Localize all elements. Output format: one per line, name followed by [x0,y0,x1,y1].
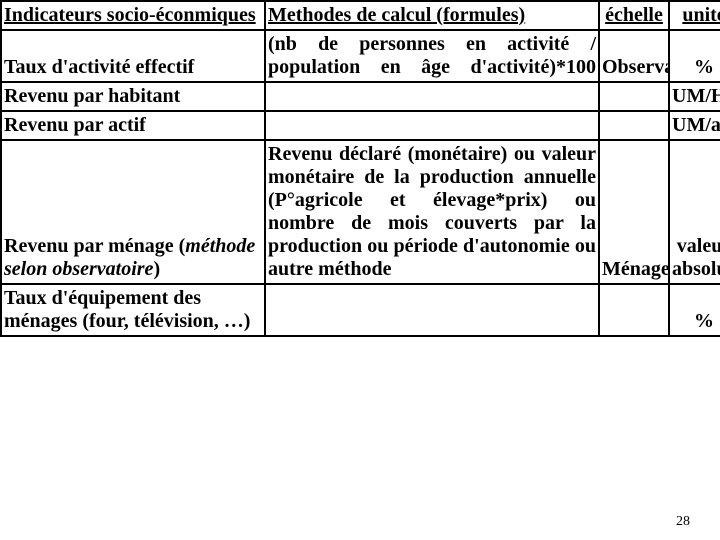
cell-unite: UM/Hab. [669,82,720,111]
cell-indicator: Revenu par ménage (méthode selon observa… [1,140,265,284]
cell-indicator: Revenu par habitant [1,82,265,111]
header-echelle: échelle [599,1,669,30]
cell-indicator: Taux d'activité effectif [1,30,265,82]
header-indicator-text: Indicateurs socio-éconmiques [4,4,256,26]
table-row: Revenu par ménage (méthode selon observa… [1,140,720,284]
header-echelle-text: échelle [605,4,663,26]
cell-method [265,111,599,140]
header-unite-text: unité [682,4,720,26]
cell-echelle [599,284,669,336]
cell-unite: valeur absolue [669,140,720,284]
cell-method: (nb de personnes en activité / populatio… [265,30,599,82]
indicator-post: ) [153,258,160,280]
table-row: Taux d'équipement des ménages (four, tél… [1,284,720,336]
cell-echelle: Observat. [599,30,669,82]
cell-unite: % [669,30,720,82]
page-number: 28 [676,514,690,530]
cell-echelle [599,82,669,111]
table-row: Taux d'activité effectif (nb de personne… [1,30,720,82]
cell-indicator: Taux d'équipement des ménages (four, tél… [1,284,265,336]
cell-method: Revenu déclaré (monétaire) ou valeur mon… [265,140,599,284]
table-row: Revenu par habitant UM/Hab. [1,82,720,111]
cell-unite: % [669,284,720,336]
cell-method [265,82,599,111]
indicator-pre: Revenu par ménage ( [4,235,185,257]
header-method-text: Methodes de calcul (formules) [268,4,525,26]
header-indicator: Indicateurs socio-éconmiques [1,1,265,30]
indicators-table: Indicateurs socio-éconmiques Methodes de… [0,0,720,337]
cell-method [265,284,599,336]
cell-echelle: Ménage [599,140,669,284]
table-row: Revenu par actif UM/actifs [1,111,720,140]
header-unite: unité [669,1,720,30]
cell-unite: UM/actifs [669,111,720,140]
header-method: Methodes de calcul (formules) [265,1,599,30]
table-header-row: Indicateurs socio-éconmiques Methodes de… [1,1,720,30]
cell-indicator: Revenu par actif [1,111,265,140]
cell-echelle [599,111,669,140]
